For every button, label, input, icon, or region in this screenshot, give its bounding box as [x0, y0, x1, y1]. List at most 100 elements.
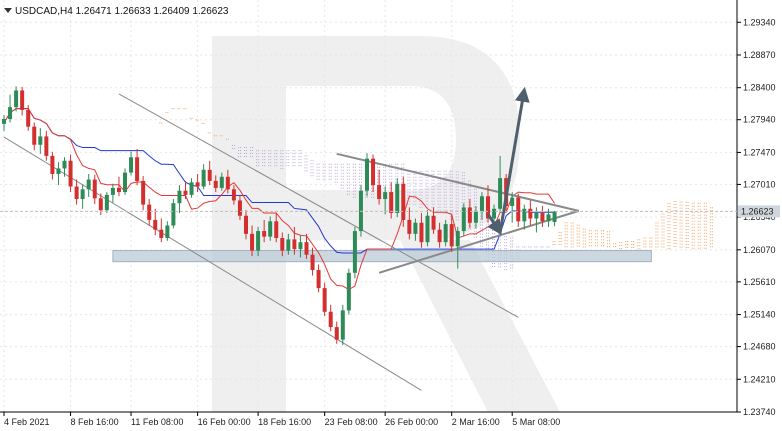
- candle-body: [510, 197, 515, 206]
- candle: [44, 130, 49, 161]
- candle: [455, 226, 460, 269]
- candle: [86, 173, 91, 197]
- candle-body: [256, 231, 261, 251]
- candle-body: [8, 107, 13, 120]
- candle: [292, 226, 297, 255]
- candle-body: [50, 155, 55, 174]
- candle-body: [165, 225, 170, 239]
- candle-body: [407, 219, 412, 234]
- candle-body: [346, 272, 351, 311]
- candle-body: [401, 183, 406, 220]
- candle: [26, 105, 31, 131]
- candle: [74, 179, 79, 205]
- candle: [32, 122, 37, 151]
- candle: [141, 176, 146, 211]
- candle-body: [26, 109, 31, 127]
- candle: [219, 172, 224, 191]
- candle-body: [14, 90, 19, 108]
- candle-body: [334, 327, 339, 340]
- candle: [110, 183, 115, 203]
- candle: [383, 186, 388, 215]
- candle: [346, 268, 351, 315]
- candle-body: [449, 224, 454, 247]
- candle-body: [389, 192, 394, 213]
- candle-body: [498, 178, 503, 209]
- candle: [2, 114, 6, 131]
- candle: [479, 192, 484, 220]
- candle: [207, 160, 212, 186]
- candle-body: [395, 183, 400, 213]
- trendline-triangle-upper: [336, 152, 579, 212]
- trendline-triangle-lower: [378, 209, 580, 274]
- trendline-channel-lower: [3, 136, 422, 391]
- candle: [213, 175, 218, 193]
- y-tick-label: 1.25140: [743, 310, 776, 320]
- current-price-tag: [738, 205, 780, 218]
- candle: [256, 226, 261, 257]
- candle: [322, 282, 327, 316]
- candle-body: [44, 136, 49, 156]
- candle-body: [340, 310, 345, 340]
- candle: [498, 155, 503, 213]
- candle-body: [461, 207, 466, 232]
- candle-body: [147, 204, 152, 220]
- candle-body: [135, 157, 140, 181]
- candle-body: [467, 207, 472, 223]
- watermark-logo: [212, 36, 560, 412]
- candle: [298, 235, 303, 258]
- candle: [68, 154, 73, 193]
- x-tick-label: 4 Feb 2021: [4, 417, 50, 427]
- candle: [413, 218, 418, 241]
- candle-body: [20, 90, 25, 110]
- candle-body: [552, 211, 557, 223]
- candle-body: [62, 160, 67, 169]
- candle-body: [274, 221, 279, 239]
- candle: [286, 233, 291, 255]
- candle-body: [310, 254, 315, 271]
- candle: [274, 212, 279, 243]
- candle: [334, 321, 339, 344]
- candle-body: [225, 176, 230, 190]
- candle-body: [213, 180, 218, 188]
- candle-body: [546, 214, 551, 222]
- candle: [38, 128, 43, 154]
- candle-body: [116, 187, 121, 193]
- candle-body: [292, 239, 297, 250]
- candle: [407, 207, 412, 240]
- candle: [467, 199, 472, 229]
- candle: [546, 208, 551, 227]
- dropdown-triangle-icon[interactable]: [4, 8, 12, 13]
- candle-body: [98, 198, 103, 211]
- candle-body: [377, 185, 382, 200]
- chart-title: USDCAD,H4 1.26471 1.26633 1.26409 1.2662…: [15, 6, 229, 17]
- y-tick-label: 1.24680: [743, 342, 776, 352]
- candle-body: [328, 311, 333, 328]
- trendlines: [3, 93, 580, 391]
- candle-body: [455, 231, 460, 247]
- candle-body: [171, 203, 176, 226]
- candle: [280, 232, 285, 257]
- candle: [540, 206, 545, 227]
- forecast-arrow-up: [498, 86, 530, 233]
- candle: [401, 176, 406, 227]
- candle-body: [516, 197, 521, 222]
- candle: [225, 169, 230, 194]
- y-tick-label: 1.27470: [743, 147, 776, 157]
- x-tick-label: 23 Feb 08:00: [325, 417, 378, 427]
- candle: [183, 180, 188, 200]
- candle: [237, 194, 242, 220]
- current-price-label: 1.26623: [741, 206, 774, 216]
- candle: [14, 86, 19, 112]
- candle: [177, 185, 182, 213]
- candle: [153, 208, 158, 236]
- candle-body: [80, 189, 85, 200]
- y-tick-label: 1.27010: [743, 179, 776, 189]
- candle-body: [38, 136, 43, 145]
- candle-body: [32, 126, 37, 145]
- y-tick-label: 1.25610: [743, 277, 776, 287]
- x-tick-label: 16 Feb 00:00: [198, 417, 251, 427]
- candle: [473, 206, 478, 229]
- trendline-channel-upper: [118, 93, 519, 318]
- candle: [516, 193, 521, 227]
